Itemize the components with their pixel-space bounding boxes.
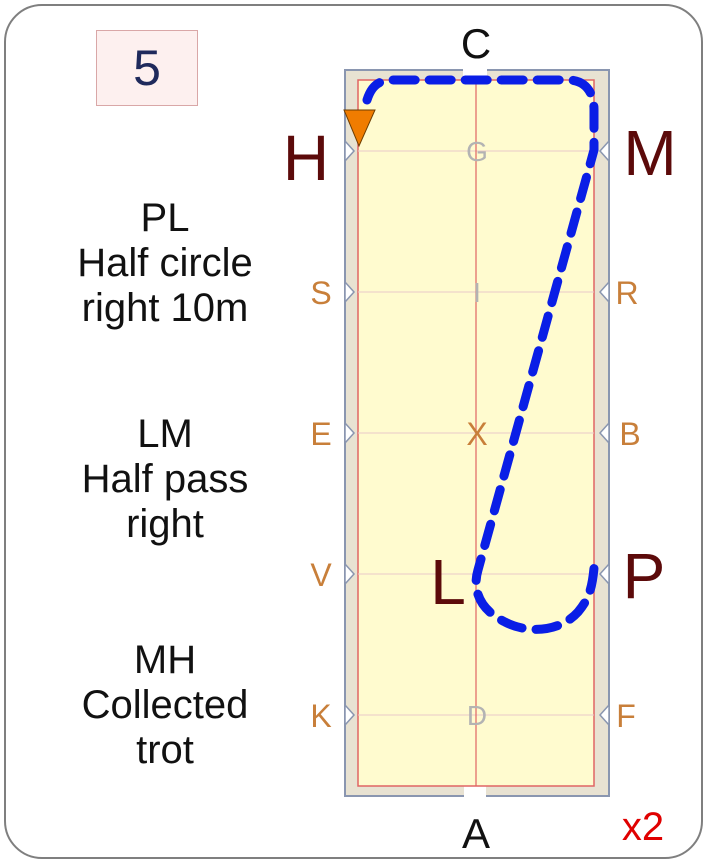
test-number-box: 5 (96, 30, 198, 106)
letter-E: E (310, 416, 331, 452)
test-number: 5 (133, 40, 161, 96)
movement-3-letters: MH (133, 638, 197, 682)
movement-1-line2: right 10m (81, 286, 249, 330)
letter-P: P (623, 540, 666, 612)
letter-V: V (310, 557, 332, 593)
repeat-label: x2 (622, 805, 664, 849)
letter-bottom-end: A (462, 810, 490, 857)
movement-1-letters: PL (140, 196, 190, 240)
letter-M: M (623, 117, 676, 189)
letter-R: R (615, 275, 638, 311)
movement-3: MH Collected trot (40, 638, 290, 773)
letter-D: D (467, 700, 487, 731)
letter-B: B (619, 416, 640, 452)
movement-1-line1: Half circle (77, 241, 253, 285)
letter-X: X (466, 416, 487, 452)
letter-I: I (473, 277, 481, 308)
letter-L: L (430, 546, 466, 618)
letter-top-end: C (461, 20, 491, 67)
movement-2: LM Half pass right (40, 412, 290, 547)
ridden-path (362, 75, 599, 634)
letter-G: G (466, 136, 488, 167)
letter-S: S (310, 275, 331, 311)
movement-2-line1: Half pass (81, 457, 249, 501)
movement-2-letters: LM (137, 412, 193, 456)
movement-3-line2: trot (136, 728, 194, 772)
letter-K: K (310, 698, 331, 734)
movement-2-line2: right (126, 502, 204, 546)
top-gate (463, 68, 487, 78)
letter-F: F (616, 698, 636, 734)
letter-H: H (283, 122, 329, 194)
movement-1: PL Half circle right 10m (40, 196, 290, 331)
right-notches (598, 139, 610, 727)
movement-3-line1: Collected (81, 683, 249, 727)
bottom-gate (464, 786, 486, 798)
start-marker-icon (343, 109, 376, 148)
left-notches (344, 139, 356, 727)
